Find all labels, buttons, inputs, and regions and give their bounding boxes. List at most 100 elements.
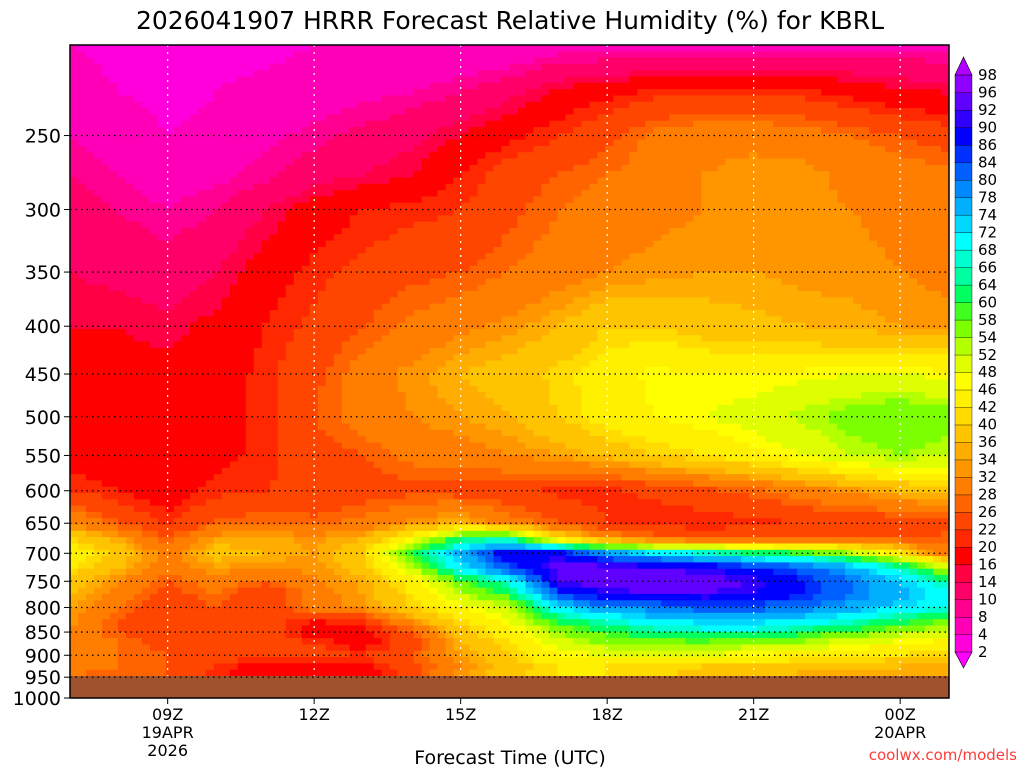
colorbar-swatch: [954, 546, 973, 566]
colorbar-label: 22: [978, 521, 997, 539]
colorbar-swatch: [954, 599, 973, 618]
x-tick-label: 19APR: [142, 723, 194, 742]
colorbar-label: 52: [978, 346, 997, 364]
colorbar-swatch: [954, 564, 973, 583]
colorbar-label: 78: [978, 188, 997, 206]
colorbar-swatch: [954, 197, 973, 216]
x-tick-label: 15Z: [445, 705, 476, 724]
y-tick-label: 700: [25, 543, 61, 565]
colorbar-swatch: [954, 337, 973, 356]
colorbar-swatch: [954, 476, 973, 496]
pressure-axis: 250 300 350 400 450 500 550 600 650 700 750 800 8509…: [13, 126, 70, 710]
colorbar-swatch: [954, 389, 973, 408]
colorbar-label: 28: [978, 486, 997, 504]
y-tick-label: 400: [25, 316, 61, 338]
x-axis-label: Forecast Time (UTC): [414, 747, 605, 768]
colorbar-swatch: [954, 144, 973, 163]
colorbar-label: 26: [978, 503, 997, 521]
y-tick-label: 750: [25, 571, 61, 593]
y-tick-label: 850: [25, 622, 61, 644]
colorbar-label: 92: [978, 101, 997, 119]
colorbar-extend-low: [954, 651, 973, 669]
watermark: coolwx.com/models: [869, 746, 1017, 764]
colorbar-label: 48: [978, 363, 997, 381]
chart-title: 2026041907 HRRR Forecast Relative Humidi…: [136, 6, 884, 35]
plot-frame: [69, 44, 950, 699]
y-tick-label: 450: [25, 364, 61, 386]
colorbar-label: 14: [978, 573, 997, 591]
y-tick-label: 600: [25, 481, 61, 503]
colorbar-label: 58: [978, 311, 997, 329]
colorbar-label: 86: [978, 136, 997, 154]
colorbar-label: 36: [978, 433, 997, 451]
x-tick-label: 2026: [147, 741, 188, 760]
colorbar-label: 72: [978, 223, 997, 241]
colorbar-swatch: [954, 74, 973, 93]
colorbar-label: 64: [978, 276, 997, 294]
colorbar-label: 60: [978, 293, 997, 311]
colorbar-label: 90: [978, 118, 997, 136]
colorbar-swatch: [954, 319, 973, 338]
y-tick-label: 500: [25, 407, 61, 429]
colorbar-label: 4: [978, 626, 988, 644]
y-tick-label: 550: [25, 445, 61, 467]
colorbar-swatch: [954, 459, 973, 478]
colorbar-swatch: [954, 127, 973, 146]
x-tick-label: 18Z: [592, 705, 623, 724]
colorbar-swatch: [954, 92, 973, 111]
colorbar-label: 10: [978, 591, 997, 609]
colorbar-label: 42: [978, 398, 997, 416]
colorbar-swatch: [954, 424, 973, 443]
colorbar-swatch: [954, 372, 973, 391]
x-tick-label: 20APR: [874, 723, 926, 742]
colorbar-swatch: [954, 494, 973, 513]
colorbar-label: 2: [978, 643, 988, 661]
colorbar-swatch: [954, 109, 973, 128]
colorbar-label: 46: [978, 381, 997, 399]
colorbar-swatch: [954, 249, 973, 268]
colorbar-label: 68: [978, 241, 997, 259]
colorbar-swatch: [954, 179, 973, 198]
colorbar-swatch: [954, 529, 973, 548]
colorbar-label: 54: [978, 328, 997, 346]
colorbar-label: 32: [978, 468, 997, 486]
x-tick-label: 21Z: [738, 705, 769, 724]
colorbar: 2481014162022262832343640424648525458606…: [954, 56, 997, 669]
colorbar-label: 98: [978, 66, 997, 84]
y-tick-label: 1000: [13, 688, 61, 710]
ground-surface: [70, 676, 949, 698]
y-tick-label: 250: [25, 126, 61, 148]
humidity-field: [70, 45, 949, 676]
colorbar-swatch: [954, 214, 973, 233]
x-tick-label: 12Z: [299, 705, 330, 724]
colorbar-label: 84: [978, 153, 997, 171]
colorbar-swatch: [954, 441, 973, 461]
x-tick-label: 00Z: [885, 705, 916, 724]
colorbar-swatch: [954, 407, 973, 426]
colorbar-swatch: [954, 354, 973, 373]
colorbar-label: 80: [978, 171, 997, 189]
colorbar-label: 96: [978, 83, 997, 101]
colorbar-swatch: [954, 302, 973, 321]
colorbar-swatch: [954, 232, 973, 251]
y-tick-label: 350: [25, 262, 61, 284]
colorbar-label: 16: [978, 556, 997, 574]
x-tick-label: 09Z: [152, 705, 183, 724]
colorbar-swatch: [954, 634, 973, 653]
colorbar-swatch: [954, 511, 973, 531]
colorbar-label: 20: [978, 538, 997, 556]
y-tick-label: 900: [25, 645, 61, 667]
colorbar-label: 40: [978, 416, 997, 434]
colorbar-swatch: [954, 616, 973, 636]
colorbar-swatch: [954, 581, 973, 601]
colorbar-label: 8: [978, 608, 988, 626]
y-tick-label: 300: [25, 200, 61, 222]
colorbar-swatch: [954, 267, 973, 286]
y-tick-label: 800: [25, 597, 61, 619]
y-tick-label: 650: [25, 513, 61, 535]
colorbar-extend-high: [954, 56, 973, 76]
colorbar-swatch: [954, 284, 973, 303]
grid-lines: [70, 45, 949, 678]
